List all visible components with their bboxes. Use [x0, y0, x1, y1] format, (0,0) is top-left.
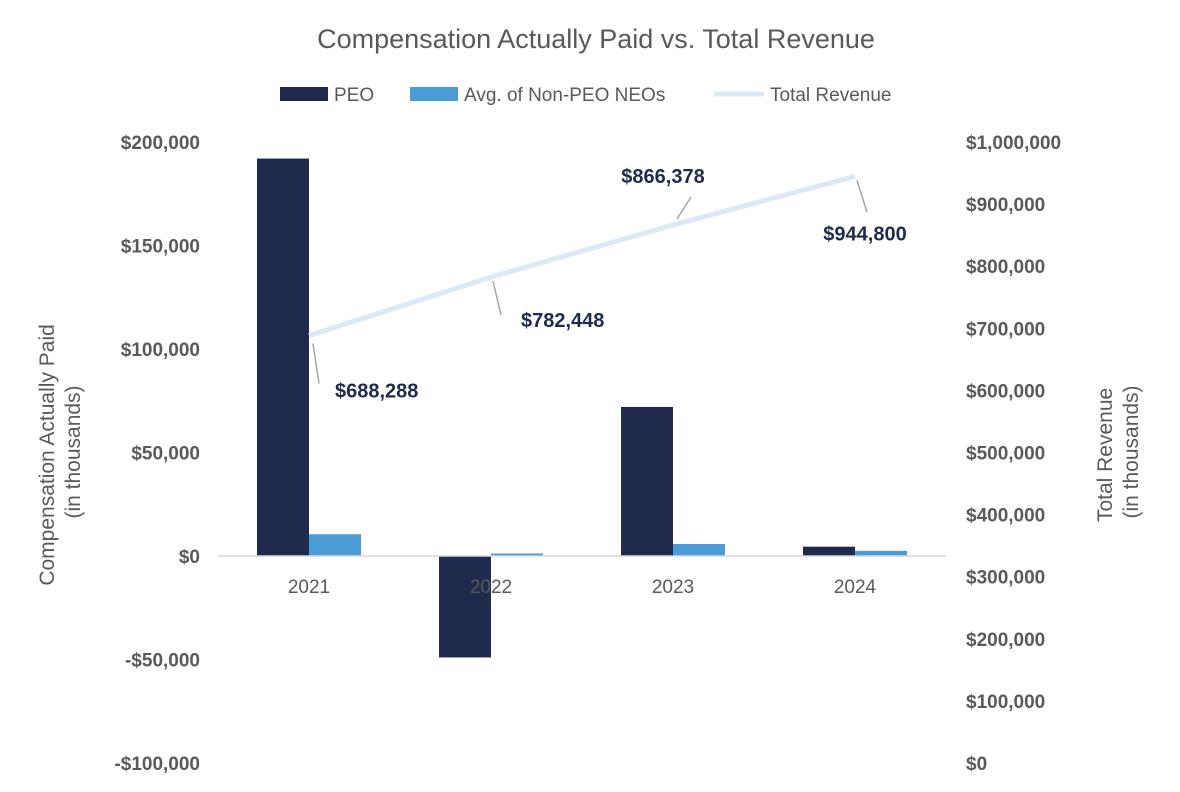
- y-right-axis-title-line2: (in thousands): [1120, 385, 1143, 518]
- y-left-ticks: $200,000 $150,000 $100,000 $50,000 $0 -$50,00…: [114, 133, 200, 775]
- y-right-tick-label: $200,000: [966, 630, 1045, 651]
- y-right-tick-label: $100,000: [966, 692, 1045, 713]
- revenue-data-label-2024: $944,800: [823, 223, 906, 245]
- revenue-data-label-2021: $688,288: [335, 381, 418, 403]
- revenue-leader-line: [856, 180, 868, 213]
- y-left-tick-label: -$100,000: [114, 754, 200, 775]
- legend-label-peo: PEO: [334, 85, 374, 106]
- bar-peo-2023: [621, 406, 673, 556]
- y-left-tick-label: $0: [179, 547, 200, 568]
- y-left-axis-title: Compensation Actually Paid (in thousands…: [36, 318, 85, 585]
- y-left-tick-label: $100,000: [121, 340, 200, 361]
- y-right-tick-label: $400,000: [966, 506, 1045, 527]
- bar-peo-2022: [439, 556, 491, 658]
- revenue-line: [308, 173, 856, 338]
- revenue-leader-line: [492, 280, 502, 316]
- bars: [257, 158, 907, 658]
- revenue-data-label-2023: $866,378: [621, 166, 704, 188]
- legend-swatch-peo: [280, 87, 328, 101]
- y-right-tick-label: $500,000: [966, 444, 1045, 465]
- legend-swatch-neo: [410, 87, 458, 101]
- x-tick-label: 2022: [470, 577, 512, 598]
- y-left-axis-title-line2: (in thousands): [62, 385, 85, 518]
- bar-neo-2022: [491, 553, 543, 556]
- revenue-leader-line: [676, 196, 692, 220]
- bar-peo-2024: [803, 546, 855, 556]
- y-right-tick-label: $600,000: [966, 381, 1045, 402]
- y-right-ticks: $1,000,000 $900,000 $800,000 $700,000 $600,0…: [966, 133, 1061, 775]
- y-right-tick-label: $1,000,000: [966, 133, 1061, 154]
- bar-neo-2021: [309, 534, 361, 556]
- y-right-tick-label: $800,000: [966, 257, 1045, 278]
- y-right-tick-label: $900,000: [966, 195, 1045, 216]
- y-left-axis-title-line1: Compensation Actually Paid: [36, 324, 59, 586]
- y-left-tick-label: -$50,000: [125, 651, 200, 672]
- bar-neo-2023: [673, 543, 725, 556]
- y-right-tick-label: $700,000: [966, 319, 1045, 340]
- y-left-tick-label: $50,000: [131, 444, 200, 465]
- revenue-data-label-2022: $782,448: [521, 310, 604, 332]
- y-right-tick-label: $0: [966, 754, 987, 775]
- legend: PEO Avg. of Non-PEO NEOs Total Revenue: [280, 85, 891, 106]
- y-right-axis-title: Total Revenue (in thousands): [1094, 382, 1143, 522]
- bar-peo-2021: [257, 158, 309, 556]
- y-right-axis-title-line1: Total Revenue: [1094, 388, 1117, 522]
- revenue-leader-line: [312, 343, 320, 384]
- x-ticks: 2021 2022 2023 2024: [288, 577, 877, 598]
- revenue-line-layer: $688,288 $782,448 $866,378 $944,800: [308, 166, 907, 403]
- bar-neo-2024: [855, 550, 907, 556]
- x-tick-label: 2021: [288, 577, 330, 598]
- x-tick-label: 2023: [652, 577, 694, 598]
- chart-title: Compensation Actually Paid vs. Total Rev…: [317, 24, 875, 54]
- legend-label-revenue: Total Revenue: [770, 85, 891, 106]
- y-right-tick-label: $300,000: [966, 568, 1045, 589]
- legend-label-neo: Avg. of Non-PEO NEOs: [464, 85, 665, 106]
- y-left-tick-label: $200,000: [121, 133, 200, 154]
- x-tick-label: 2024: [834, 577, 877, 598]
- y-left-tick-label: $150,000: [121, 237, 200, 258]
